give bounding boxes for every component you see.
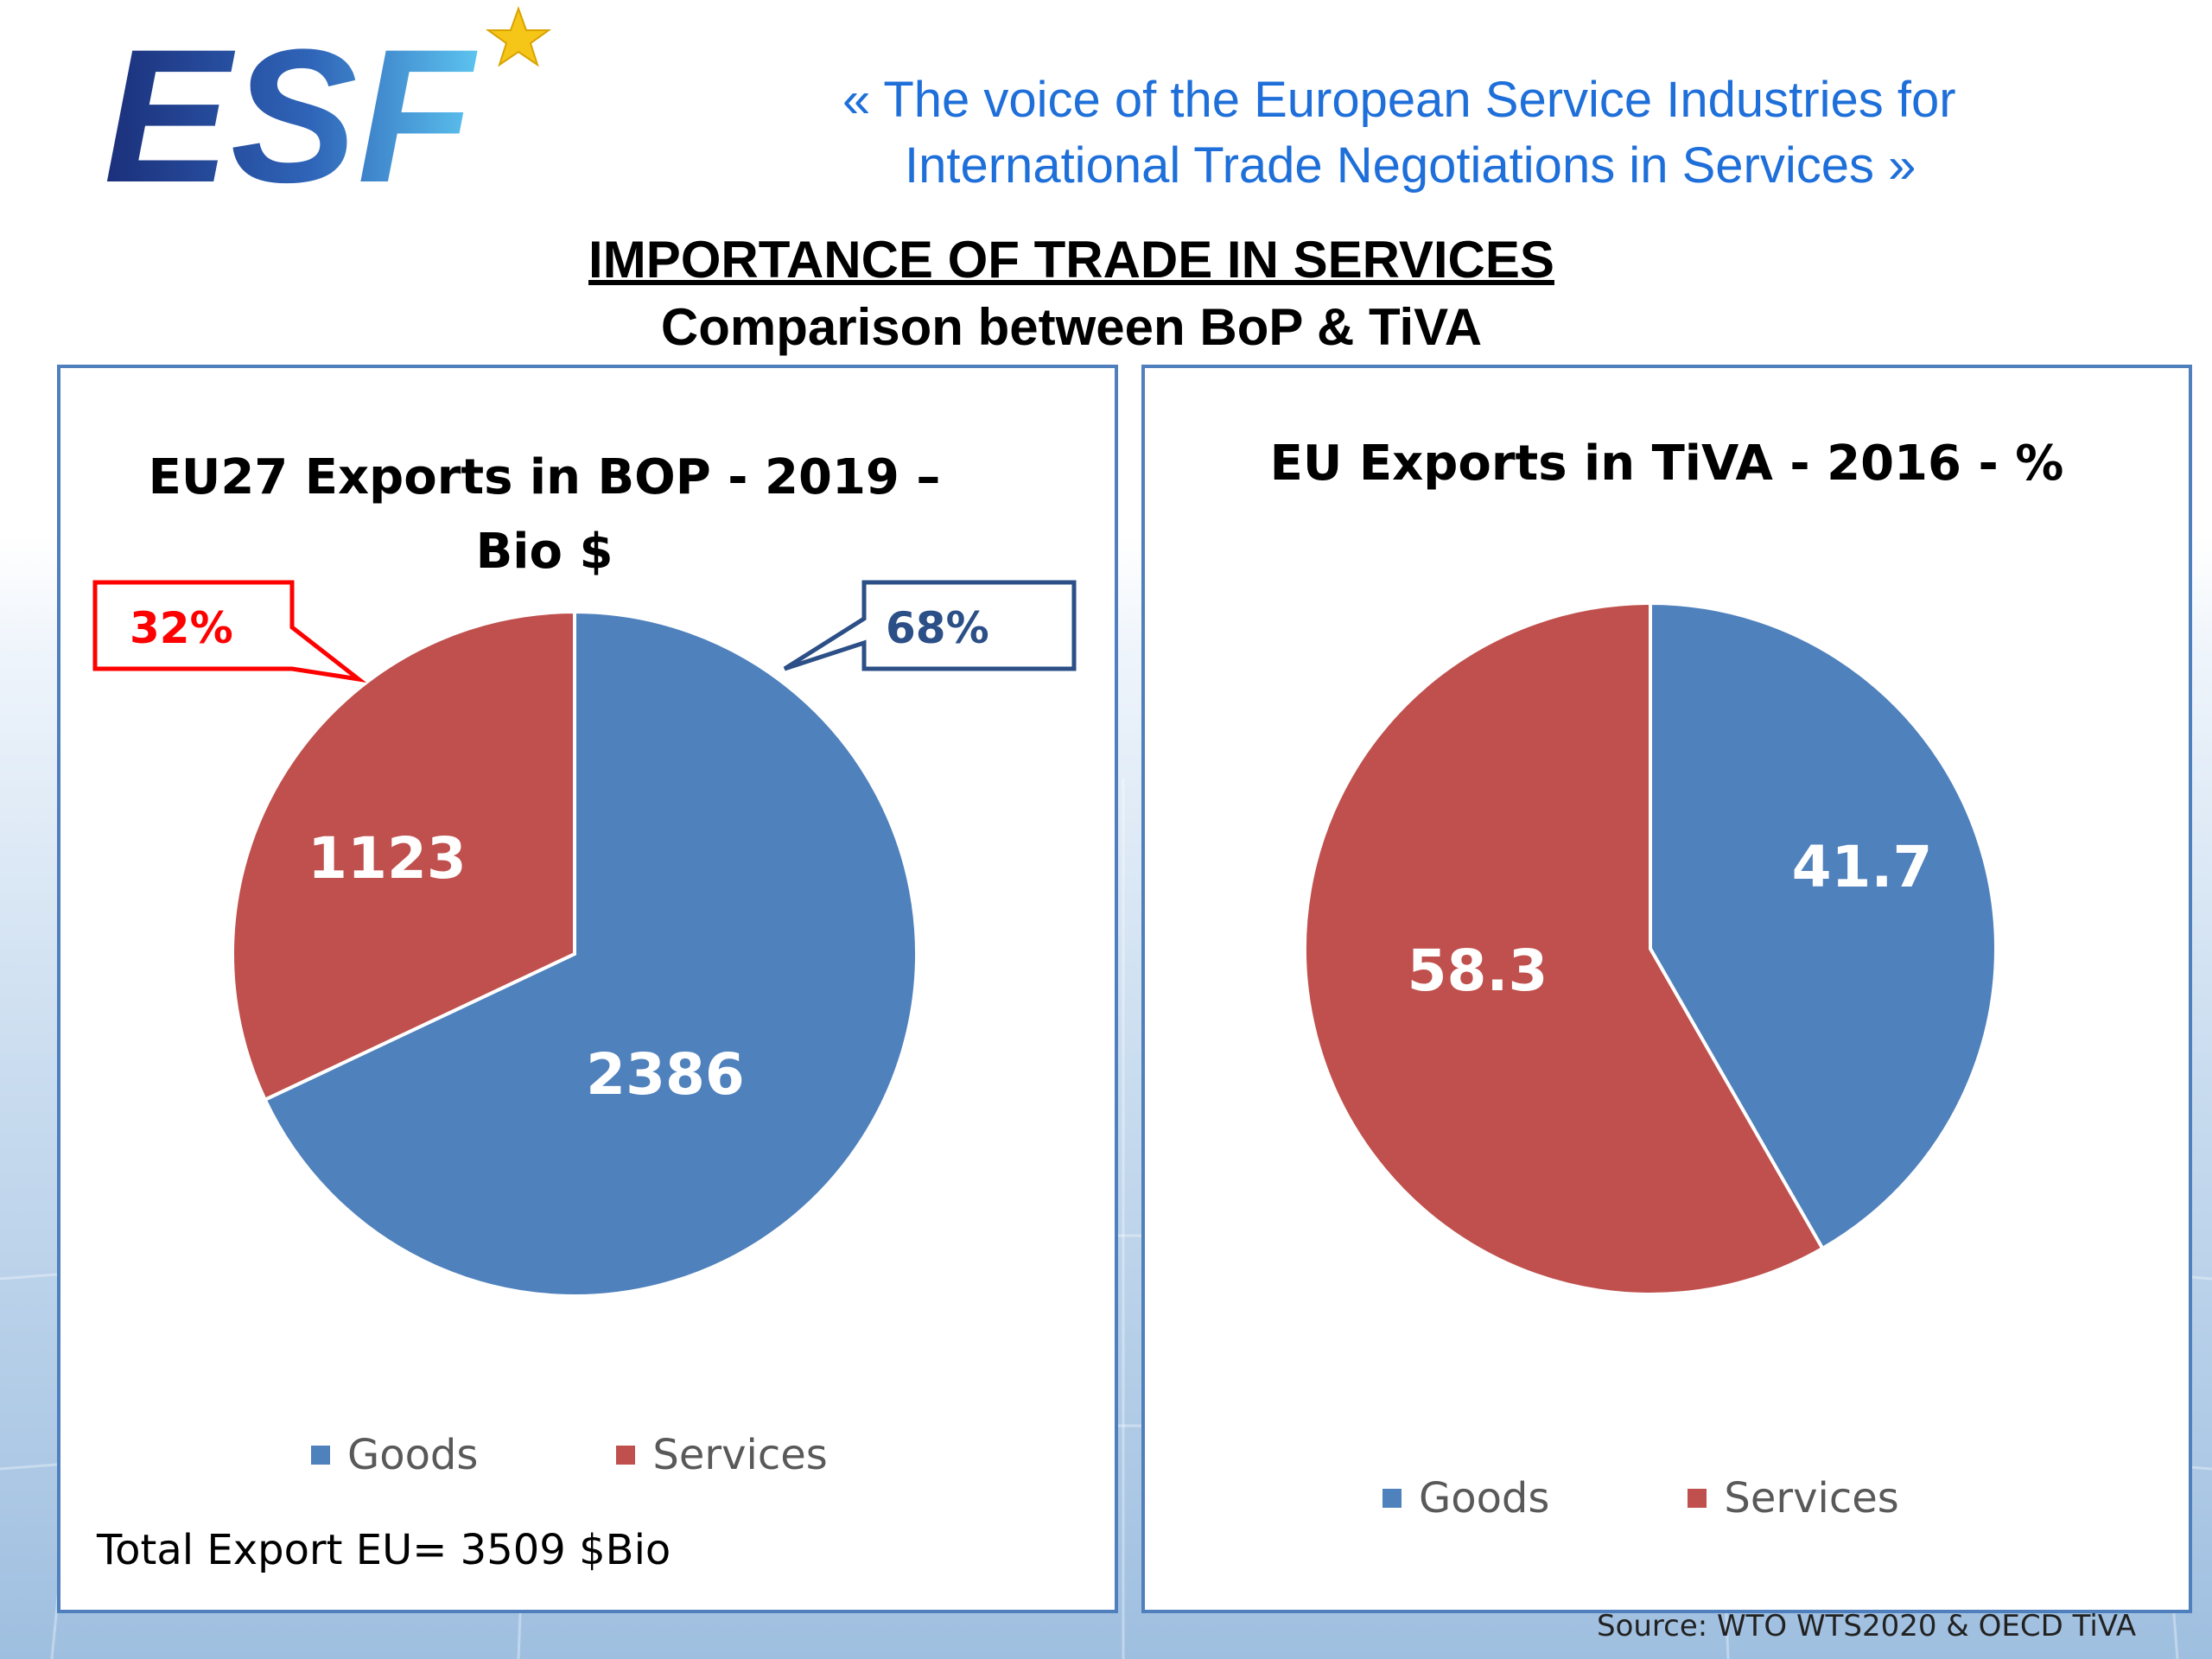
legend-label-services: Services xyxy=(652,1431,828,1479)
bop-chart-title-line-2: Bio $ xyxy=(475,524,613,580)
tiva-chart-title: EU Exports in TiVA - 2016 - % xyxy=(1269,435,2064,492)
legend-label-goods: Goods xyxy=(1419,1474,1550,1522)
esf-logo: ESF xyxy=(104,6,552,199)
legend-swatch-goods xyxy=(311,1446,330,1465)
bop-chart-title-line-1: EU27 Exports in BOP - 2019 – xyxy=(148,449,941,505)
bop-chart-title: EU27 Exports in BOP - 2019 – Bio $ xyxy=(17,441,1071,589)
title-main: IMPORTANCE OF TRADE IN SERVICES xyxy=(588,231,1554,289)
tiva-data-label-services: 58.3 xyxy=(1408,938,1548,1004)
legend-swatch-services xyxy=(616,1446,636,1465)
logo-text: ESF xyxy=(104,10,478,199)
bop-slice-goods xyxy=(263,609,918,1298)
legend-label-services: Services xyxy=(1724,1474,1899,1522)
legend-label-goods: Goods xyxy=(347,1431,479,1479)
bop-pie-chart: 2386 1123 32% 68% xyxy=(92,580,1077,1298)
page-title: IMPORTANCE OF TRADE IN SERVICES Comparis… xyxy=(0,226,2143,361)
legend-swatch-services xyxy=(1688,1489,1707,1508)
tagline-line-2: International Trade Negotiations in Serv… xyxy=(905,137,1916,194)
legend-item-goods: Goods xyxy=(311,1431,478,1479)
tagline: « The voice of the European Service Indu… xyxy=(842,67,2156,199)
callout-services-label: 32% xyxy=(130,603,233,653)
bop-chart-panel: EU27 Exports in BOP - 2019 – Bio $ 2386 1… xyxy=(57,365,1118,1613)
total-export-note: Total Export EU= 3509 $Bio xyxy=(97,1526,671,1574)
legend-swatch-goods xyxy=(1382,1489,1402,1508)
title-sub: Comparison between BoP & TiVA xyxy=(660,298,1483,356)
star-icon xyxy=(485,6,552,67)
legend-item-goods: Goods xyxy=(1382,1474,1549,1522)
callout-goods-label: 68% xyxy=(886,603,989,653)
bop-data-label-goods: 2386 xyxy=(586,1041,745,1108)
tiva-data-label-goods: 41.7 xyxy=(1792,834,1933,900)
bop-slice-services xyxy=(231,609,576,1103)
legend-item-services: Services xyxy=(616,1431,828,1479)
source-note: Source: WTO WTS2020 & OECD TiVA xyxy=(1597,1609,2137,1643)
tiva-slice-goods xyxy=(1649,601,1998,1251)
tagline-line-1: « The voice of the European Service Indu… xyxy=(842,72,1956,128)
bop-legend: Goods Services xyxy=(311,1431,966,1479)
tiva-pie-chart: 41.7 58.3 xyxy=(1303,601,1998,1296)
tiva-slice-services xyxy=(1303,601,1826,1296)
callout-goods-box xyxy=(783,580,1077,671)
callout-services-box xyxy=(92,580,367,683)
bop-data-label-services: 1123 xyxy=(308,825,467,892)
tiva-chart-panel: EU Exports in TiVA - 2016 - % 41.7 58.3 G… xyxy=(1141,365,2192,1613)
legend-item-services: Services xyxy=(1688,1474,1899,1522)
tiva-legend: Goods Services xyxy=(1382,1474,2037,1522)
